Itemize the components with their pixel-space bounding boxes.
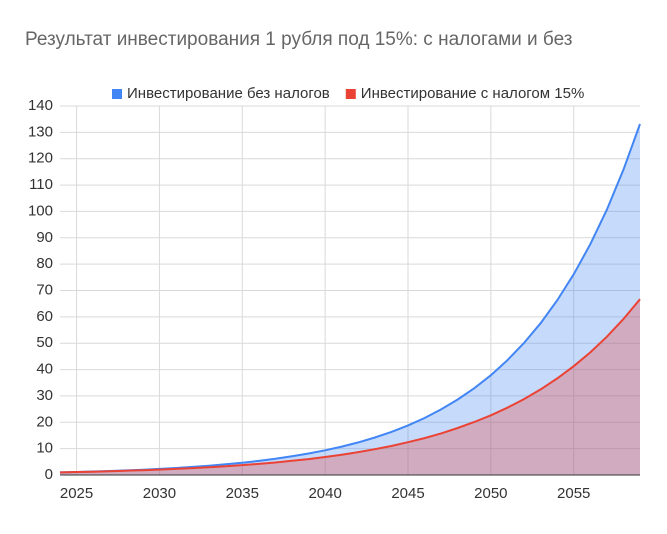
area (60, 124, 640, 475)
y-tick-label: 40 (36, 361, 53, 378)
legend-swatch (345, 89, 356, 99)
y-tick-label: 60 (36, 308, 53, 325)
x-tick-label: 2050 (474, 485, 507, 502)
y-tick-label: 30 (36, 387, 53, 404)
x-tick-label: 2040 (308, 485, 341, 502)
legend-label: Инвестирование без налогов (127, 85, 330, 102)
y-tick-label: 50 (36, 334, 53, 351)
legend-swatch (112, 89, 122, 99)
x-tick-label: 2030 (143, 485, 176, 502)
y-tick-label: 120 (28, 150, 53, 167)
y-tick-label: 100 (28, 202, 53, 219)
y-tick-label: 90 (36, 229, 53, 246)
legend-label: Инвестирование с налогом 15% (361, 85, 585, 102)
y-tick-label: 130 (28, 123, 53, 140)
y-tick-label: 0 (45, 466, 53, 483)
chart-title: Результат инвестирования 1 рубля под 15%… (25, 29, 572, 50)
y-tick-label: 140 (28, 97, 53, 114)
line (59, 298, 641, 474)
y-tick-label: 80 (36, 255, 53, 272)
y-tick-label: 70 (36, 281, 53, 298)
area (60, 299, 640, 475)
x-tick-label: 2045 (391, 485, 424, 502)
x-tick-label: 2025 (60, 485, 93, 502)
x-tick-label: 2035 (226, 485, 259, 502)
y-tick-label: 20 (36, 413, 53, 430)
x-tick-label: 2055 (557, 485, 590, 502)
y-tick-label: 10 (36, 440, 53, 457)
y-tick-label: 110 (29, 176, 53, 193)
